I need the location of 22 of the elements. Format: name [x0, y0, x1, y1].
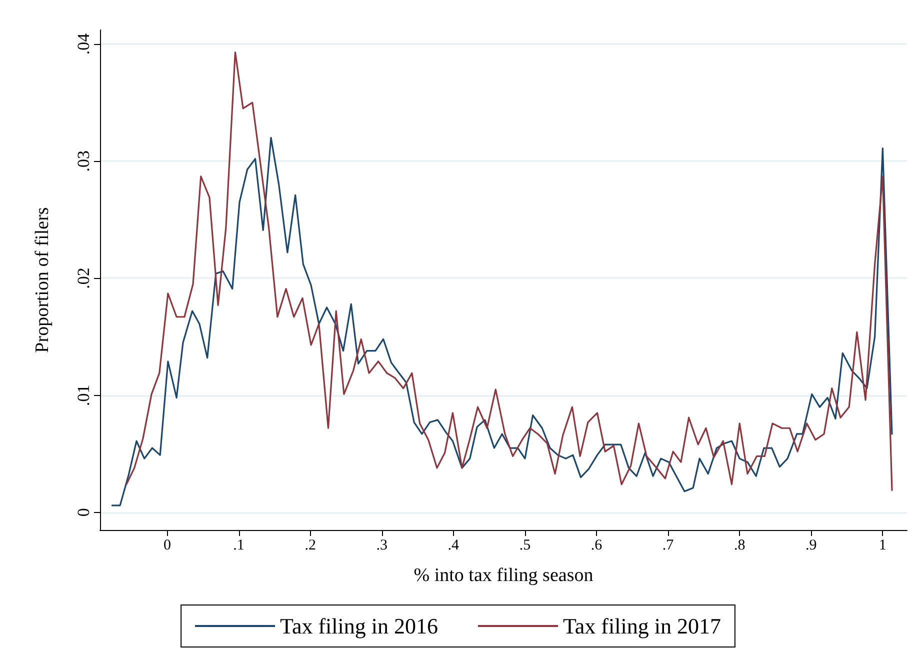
x-tick-label: .9	[806, 538, 817, 554]
x-tick-label: .1	[233, 538, 244, 554]
legend-label: Tax filing in 2016	[280, 614, 438, 638]
x-tick-label: .6	[590, 538, 603, 554]
legend-label: Tax filing in 2017	[563, 614, 721, 638]
x-tick-label: .4	[448, 538, 460, 554]
x-tick-label: .3	[376, 538, 388, 554]
line-series	[111, 136, 893, 506]
line-series	[126, 51, 893, 491]
x-tick-label: 0	[164, 538, 171, 554]
y-tick-label: 0	[74, 508, 93, 517]
x-tick-label: .5	[519, 538, 531, 554]
y-tick-label: .01	[74, 384, 93, 406]
x-tick-label: .8	[734, 538, 746, 554]
x-tick-label: .7	[662, 538, 674, 554]
y-tick-label: .04	[74, 32, 93, 55]
y-tick-label: .02	[74, 268, 93, 289]
x-tick-label: .2	[304, 538, 316, 554]
x-axis-title: % into tax filing season	[414, 565, 594, 586]
y-tick-label: .03	[74, 150, 93, 172]
x-tick-label: 1	[878, 538, 886, 554]
y-axis-title: Proportion of filers	[32, 207, 53, 353]
